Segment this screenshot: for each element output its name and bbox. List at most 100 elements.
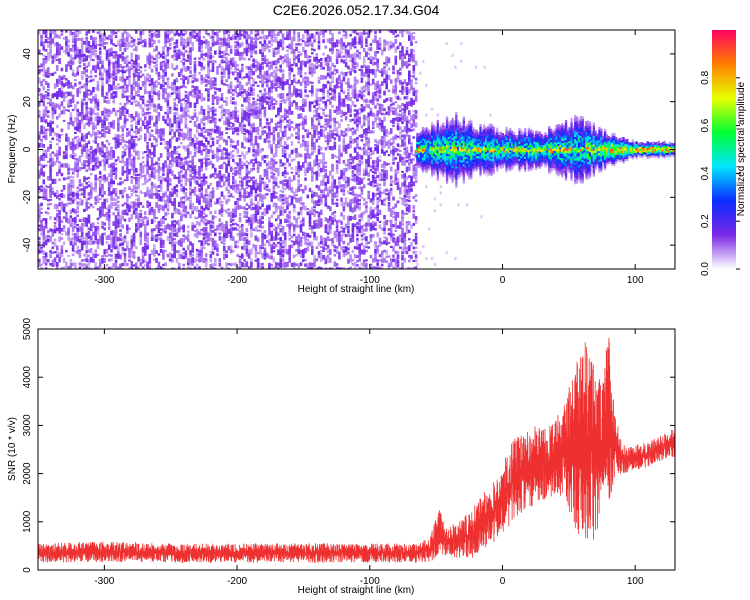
heatmap-cell	[326, 131, 330, 137]
heatmap-cell	[256, 66, 260, 71]
heatmap-cell	[283, 179, 287, 182]
heatmap-cell	[207, 32, 210, 36]
heatmap-cell	[168, 252, 172, 258]
heatmap-cell	[270, 157, 273, 162]
heatmap-cell	[153, 48, 156, 52]
heatmap-cell	[110, 146, 113, 153]
heatmap-cell	[159, 179, 163, 184]
heatmap-cell	[272, 211, 276, 215]
heatmap-cell	[92, 206, 95, 209]
heatmap-cell	[288, 223, 291, 229]
heatmap-cell	[299, 105, 303, 111]
heatmap-cell	[274, 208, 278, 213]
heatmap-cell	[71, 39, 75, 44]
heatmap-cell	[281, 78, 285, 82]
heatmap-cell	[101, 237, 104, 243]
heatmap-cell	[216, 147, 219, 153]
heatmap-cell	[263, 250, 267, 256]
heatmap-cell	[198, 209, 201, 212]
heatmap-cell	[274, 114, 278, 118]
heatmap-cell	[76, 108, 79, 113]
heatmap-cell	[150, 236, 154, 241]
heatmap-cell	[254, 183, 258, 189]
heatmap-cell	[157, 39, 161, 44]
heatmap-cell	[58, 51, 61, 56]
heatmap-cell	[220, 200, 224, 204]
chart-title: C2E6.2026.052.17.34.G04	[273, 2, 440, 18]
heatmap-cell	[126, 47, 129, 50]
heatmap-cell	[270, 197, 273, 202]
heatmap-cell	[340, 119, 343, 122]
heatmap-cell	[200, 210, 203, 213]
heatmap-cell	[247, 112, 251, 119]
heatmap-cell	[155, 92, 158, 96]
heatmap-cell	[49, 189, 52, 193]
heatmap-cell	[135, 223, 138, 228]
heatmap-cell	[107, 173, 111, 178]
heatmap-cell	[317, 172, 321, 177]
heatmap-cell	[204, 158, 208, 164]
heatmap-cell	[162, 172, 165, 176]
heatmap-cell	[44, 55, 48, 60]
heatmap-cell	[47, 176, 50, 181]
heatmap-cell	[130, 67, 134, 70]
heatmap-cell	[324, 123, 328, 126]
heatmap-cell	[351, 138, 355, 144]
heatmap-cell	[144, 179, 147, 185]
heatmap-cell	[349, 59, 352, 62]
heatmap-cell	[148, 107, 152, 110]
heatmap-cell	[180, 174, 183, 179]
heatmap-cell	[274, 47, 278, 51]
heatmap-cell	[288, 232, 291, 237]
heatmap-cell	[320, 88, 323, 92]
heatmap-cell	[44, 211, 48, 214]
heatmap-cell	[369, 206, 373, 212]
heatmap-cell	[189, 258, 192, 264]
heatmap-cell	[137, 226, 140, 231]
heatmap-cell	[166, 50, 170, 57]
heatmap-cell	[333, 122, 337, 128]
heatmap-cell	[51, 38, 55, 44]
heatmap-cell	[150, 190, 154, 194]
heatmap-cell	[326, 122, 330, 128]
heatmap-cell	[329, 120, 332, 125]
heatmap-cell	[358, 163, 361, 167]
heatmap-cell	[234, 117, 237, 123]
heatmap-cell	[288, 101, 291, 108]
heatmap-cell	[353, 41, 357, 46]
heatmap-cell	[130, 36, 134, 40]
heatmap-cell	[162, 55, 165, 59]
heatmap-cell	[351, 207, 355, 213]
heatmap-cell	[259, 189, 262, 193]
heatmap-cell	[195, 86, 199, 91]
heatmap-cell	[101, 72, 104, 78]
heatmap-cell	[184, 183, 188, 186]
heatmap-cell	[252, 202, 255, 206]
heatmap-cell	[162, 71, 165, 78]
heatmap-cell	[227, 109, 231, 115]
heatmap-cell	[87, 75, 91, 79]
heatmap-cell	[338, 92, 341, 98]
heatmap-cell	[123, 42, 127, 47]
heatmap-cell	[157, 30, 161, 36]
heatmap-cell	[356, 79, 359, 84]
heatmap-cell	[320, 146, 323, 151]
heatmap-cell	[329, 186, 332, 189]
heatmap-cell	[89, 157, 93, 164]
heatmap-cell	[123, 118, 127, 124]
heatmap-cell	[265, 83, 269, 88]
heatmap-cell	[281, 179, 285, 185]
heatmap-cell	[209, 250, 213, 254]
heatmap-cell	[331, 88, 334, 93]
heatmap-cell	[189, 51, 192, 56]
heatmap-cell	[114, 159, 118, 162]
heatmap-cell	[62, 151, 66, 155]
heatmap-cell	[173, 190, 176, 195]
heatmap-cell	[261, 61, 264, 65]
heatmap-cell	[214, 210, 217, 214]
heatmap-cell	[220, 191, 224, 197]
heatmap-cell	[261, 105, 264, 110]
heatmap-cell	[200, 118, 203, 124]
heatmap-cell	[132, 147, 136, 153]
heatmap-cell	[157, 94, 161, 101]
